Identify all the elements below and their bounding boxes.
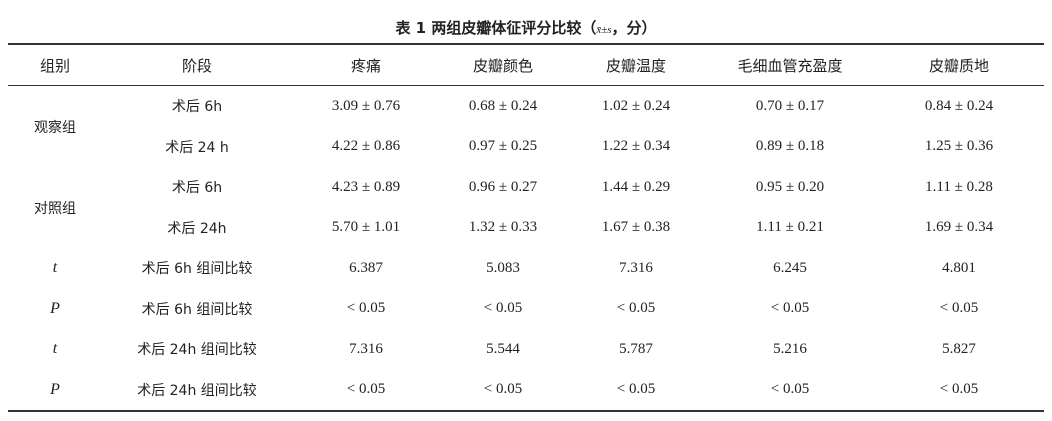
title-suffix: ，分）	[611, 19, 657, 37]
stage-cell: 术后 24h	[167, 220, 227, 237]
stage-cell: 术后 24h 组间比较	[137, 342, 257, 359]
value-cell: 3.09 ± 0.76	[331, 97, 401, 114]
stage-cell: 术后 6h 组间比较	[141, 301, 253, 318]
value-cell: 4.23 ± 0.89	[331, 178, 401, 195]
value-cell: 1.22 ± 0.34	[601, 138, 671, 155]
value-cell: < 0.05	[346, 381, 386, 398]
stage-cell: 术后 24h 组间比较	[137, 382, 257, 399]
stage-cell: 术后 6h 组间比较	[141, 261, 253, 278]
header-cell: 皮瓣质地	[928, 56, 989, 75]
value-cell: < 0.05	[483, 381, 523, 398]
table-row: t 术后 6h 组间比较 6.387 5.083 7.316 6.245 4.801	[8, 248, 1044, 289]
value-cell: < 0.05	[616, 381, 656, 398]
header-cell: 毛细血管充盈度	[737, 56, 843, 75]
value-cell: 5.787	[619, 340, 653, 357]
table-row: 术后 24 h 4.22 ± 0.86 0.97 ± 0.25 1.22 ± 0.34…	[8, 127, 1044, 168]
stage-cell: 术后 24 h	[165, 139, 229, 156]
value-cell: 5.544	[486, 340, 520, 357]
value-cell: 7.316	[349, 340, 383, 357]
value-cell: 1.32 ± 0.33	[468, 219, 538, 236]
table-body: 观察组 术后 6h 3.09 ± 0.76 0.68 ± 0.24 1.02 ± 0.2…	[8, 86, 1044, 412]
group-cell: t	[52, 340, 58, 358]
value-cell: 0.70 ± 0.17	[755, 97, 825, 114]
table-row: P 术后 24h 组间比较 < 0.05 < 0.05 < 0.05 < 0.05 < 0.…	[8, 370, 1044, 412]
value-cell: 0.68 ± 0.24	[468, 97, 538, 114]
value-cell: 0.96 ± 0.27	[468, 178, 538, 195]
header-cell: 皮瓣温度	[605, 56, 666, 75]
value-cell: < 0.05	[346, 300, 386, 317]
value-cell: 6.245	[773, 259, 807, 276]
value-cell: 1.25 ± 0.36	[924, 138, 994, 155]
value-cell: < 0.05	[770, 381, 810, 398]
title-prefix: 表 1 两组皮瓣体征评分比较（	[395, 19, 597, 37]
data-table: 组别 阶段 疼痛 皮瓣颜色 皮瓣温度 毛细血管充盈度 皮瓣质地 观察组 术后 6h 3.09 ±…	[8, 43, 1044, 412]
value-cell: 1.69 ± 0.34	[924, 219, 994, 236]
table-row: 术后 24h 5.70 ± 1.01 1.32 ± 0.33 1.67 ± 0.38 1…	[8, 208, 1044, 249]
group-cell: P	[50, 299, 60, 317]
value-cell: < 0.05	[770, 300, 810, 317]
table-row: P 术后 6h 组间比较 < 0.05 < 0.05 < 0.05 < 0.05 < 0.0…	[8, 289, 1044, 330]
header-cell: 组别	[39, 56, 70, 75]
table-title: 表 1 两组皮瓣体征评分比较（x̄±s，分）	[0, 17, 1052, 38]
value-cell: 1.44 ± 0.29	[601, 178, 671, 195]
value-cell: 0.97 ± 0.25	[468, 138, 538, 155]
value-cell: < 0.05	[939, 300, 979, 317]
value-cell: 4.22 ± 0.86	[331, 138, 401, 155]
value-cell: < 0.05	[483, 300, 523, 317]
value-cell: 5.083	[486, 259, 520, 276]
value-cell: 4.801	[942, 259, 976, 276]
group-cell: 对照组	[34, 200, 76, 217]
header-cell: 疼痛	[350, 56, 381, 75]
value-cell: 5.70 ± 1.01	[331, 219, 401, 236]
value-cell: 1.67 ± 0.38	[601, 219, 671, 236]
group-cell: P	[50, 380, 60, 398]
stage-cell: 术后 6h	[171, 99, 223, 116]
header-row: 组别 阶段 疼痛 皮瓣颜色 皮瓣温度 毛细血管充盈度 皮瓣质地	[8, 44, 1044, 86]
value-cell: 0.95 ± 0.20	[755, 178, 825, 195]
stage-cell: 术后 6h	[171, 180, 223, 197]
table-header: 组别 阶段 疼痛 皮瓣颜色 皮瓣温度 毛细血管充盈度 皮瓣质地	[8, 44, 1044, 86]
table-row: 对照组 术后 6h 4.23 ± 0.89 0.96 ± 0.27 1.44 ± 0.2…	[8, 167, 1044, 217]
value-cell: 0.84 ± 0.24	[924, 97, 994, 114]
value-cell: 1.11 ± 0.28	[925, 178, 993, 195]
group-cell: t	[52, 259, 58, 277]
value-cell: < 0.05	[939, 381, 979, 398]
header-cell: 阶段	[181, 56, 212, 75]
group-cell: 观察组	[34, 119, 76, 136]
value-cell: 1.11 ± 0.21	[756, 219, 824, 236]
title-stat: x̄±s	[596, 24, 612, 36]
table-row: 观察组 术后 6h 3.09 ± 0.76 0.68 ± 0.24 1.02 ± 0.2…	[8, 86, 1044, 136]
value-cell: 6.387	[349, 259, 383, 276]
header-cell: 皮瓣颜色	[472, 56, 533, 75]
value-cell: < 0.05	[616, 300, 656, 317]
value-cell: 1.02 ± 0.24	[601, 97, 671, 114]
value-cell: 7.316	[619, 259, 653, 276]
table-row: t 术后 24h 组间比较 7.316 5.544 5.787 5.216 5.827	[8, 329, 1044, 370]
value-cell: 5.827	[942, 340, 976, 357]
value-cell: 0.89 ± 0.18	[755, 138, 825, 155]
value-cell: 5.216	[773, 340, 807, 357]
